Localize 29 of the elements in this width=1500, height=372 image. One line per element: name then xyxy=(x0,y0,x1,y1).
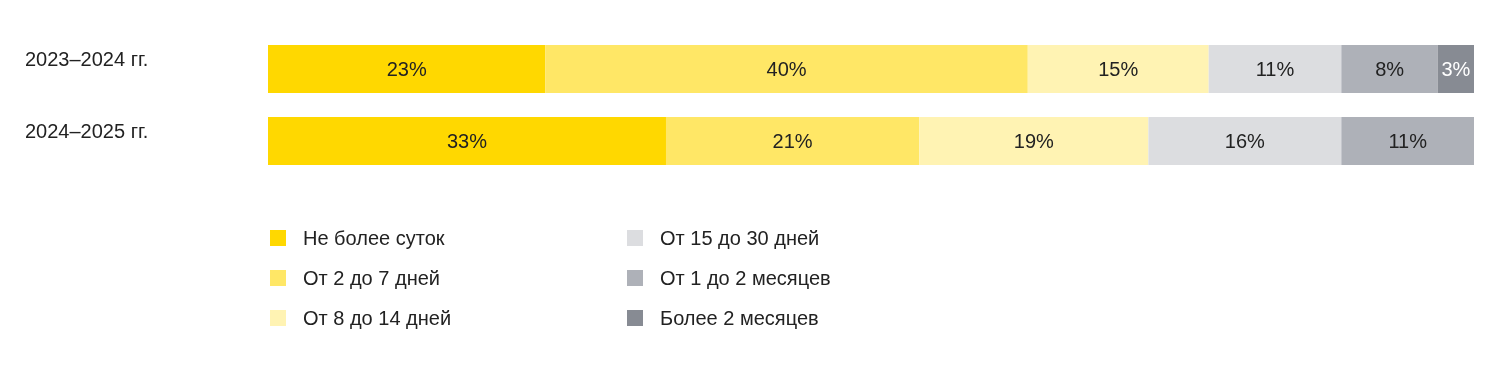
bar xyxy=(1148,117,1342,165)
data-label: 21% xyxy=(772,130,813,152)
data-label: 8% xyxy=(1375,58,1405,80)
bar xyxy=(268,117,666,165)
data-label: 23% xyxy=(386,58,427,80)
bar xyxy=(665,117,920,165)
bar xyxy=(919,117,1149,165)
legend-label: От 1 до 2 месяцев xyxy=(660,267,831,289)
bar xyxy=(268,45,546,93)
y-tick-label: 2023–2024 гг. xyxy=(25,48,149,70)
legend-label: Более 2 месяцев xyxy=(660,307,819,329)
data-label: 3% xyxy=(1441,58,1471,80)
legend-label: От 8 до 14 дней xyxy=(303,307,452,329)
y-tick-label: 2024–2025 гг. xyxy=(25,120,149,142)
bar xyxy=(1027,45,1209,93)
legend-label: Не более суток xyxy=(303,227,445,249)
bar xyxy=(545,45,1028,93)
data-label: 19% xyxy=(1013,130,1055,152)
legend-label: От 15 до 30 дней xyxy=(660,227,820,249)
data-label: 33% xyxy=(446,130,488,152)
bar xyxy=(1341,45,1438,93)
data-label: 16% xyxy=(1224,130,1266,152)
data-label: 11% xyxy=(1388,130,1428,152)
data-label: 40% xyxy=(766,58,807,80)
bar xyxy=(1208,45,1342,93)
legend-label: От 2 до 7 дней xyxy=(303,267,440,289)
bar xyxy=(1341,117,1474,165)
data-label: 15% xyxy=(1098,58,1139,80)
data-label: 11% xyxy=(1255,58,1295,80)
